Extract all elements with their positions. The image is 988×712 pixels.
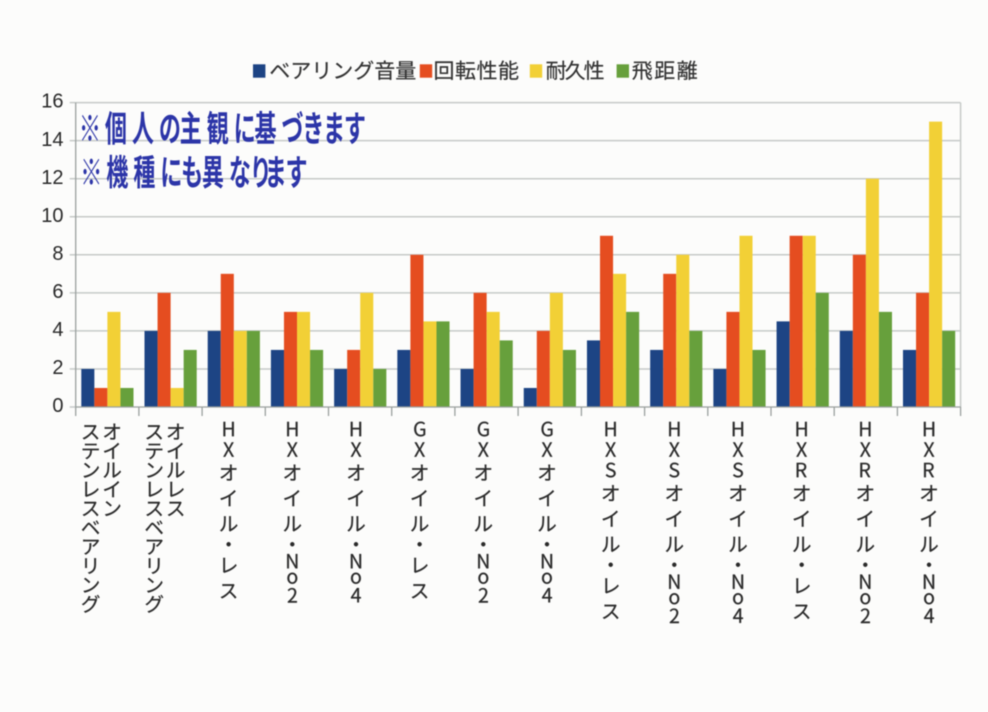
svg-text:2: 2 (52, 357, 63, 379)
svg-text:14: 14 (41, 129, 63, 151)
svg-text:8: 8 (52, 243, 63, 265)
svg-text:12: 12 (41, 167, 63, 189)
svg-text:0: 0 (52, 395, 63, 417)
svg-text:6: 6 (52, 281, 63, 303)
svg-text:10: 10 (41, 205, 63, 227)
svg-text:16: 16 (41, 91, 63, 113)
svg-text:4: 4 (52, 319, 63, 341)
